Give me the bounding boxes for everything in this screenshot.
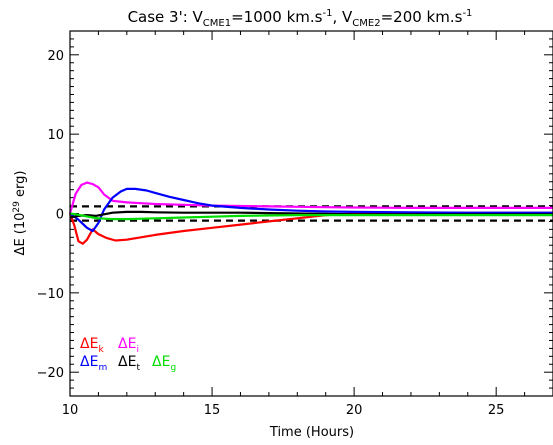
y-axis-label: ΔE (1029 erg) [12,171,28,256]
y-tick-label: −20 [37,366,64,381]
x-tick-label: 20 [346,403,363,418]
chart-title: Case 3': VCME1=1000 km.s-1, VCME2=200 km… [128,8,473,29]
series-line-k [68,211,553,245]
y-tick-label: 20 [47,49,64,64]
y-tick-label: −10 [37,287,64,302]
x-tick-label: 15 [204,403,221,418]
y-tick-label: 10 [47,128,64,143]
series-line-m [69,187,553,233]
x-axis-label: Time (Hours) [269,425,354,440]
legend-entry-g: ΔEg [152,354,176,373]
y-tick-label: 0 [56,208,64,223]
series-line-i [68,181,553,214]
legend-entry-m: ΔEm [80,354,107,373]
legend-entry-k: ΔEk [80,336,104,355]
legend-entry-i: ΔEi [118,336,139,355]
plot-frame [69,30,553,397]
x-tick-label: 25 [488,403,505,418]
legend-entry-t: ΔEt [118,354,140,373]
x-tick-label: 10 [62,403,79,418]
series-line-g [69,212,553,221]
